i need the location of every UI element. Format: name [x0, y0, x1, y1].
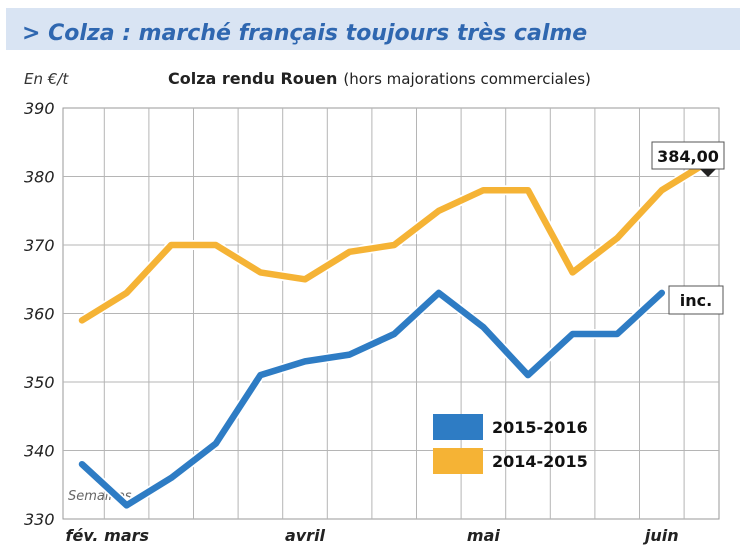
- y-axis-label: En €/t: [24, 70, 69, 88]
- legend-label-2014-2015: 2014-2015: [492, 452, 588, 471]
- legend-label-2015-2016: 2015-2016: [492, 418, 588, 437]
- y-tick-labels: 390 380 370 360 350 340 330: [24, 99, 55, 529]
- legend-swatch-2015-2016: [433, 414, 483, 440]
- legend: 2015-2016 2014-2015: [433, 414, 588, 474]
- chart-title-main: Colza rendu Rouen: [168, 69, 337, 88]
- x-tick-labels: fév. mars avril mai juin: [65, 526, 678, 545]
- series-line-2014-2015: [78, 159, 710, 324]
- y-tick-label: 330: [24, 510, 55, 529]
- x-tick-label: juin: [642, 526, 679, 545]
- series-lines: [77, 157, 712, 511]
- annotation-box-2014-2015: [651, 141, 725, 170]
- annotation-text-2015-2016: inc.: [680, 291, 712, 310]
- annotation-text-2014-2015: 384,00: [657, 147, 719, 166]
- y-tick-label: 350: [24, 373, 55, 392]
- series-line-2015-2016: [78, 289, 666, 509]
- y-tick-label: 360: [24, 305, 55, 324]
- legend-swatch-2014-2015: [433, 448, 483, 474]
- title-bar: > Colza : marché français toujours très …: [6, 8, 740, 50]
- x-tick-label: fév.: [65, 526, 98, 545]
- annotation-last-2015-2016: inc.: [668, 285, 724, 315]
- annotation-box-2015-2016: [668, 285, 724, 315]
- chart-headline: > Colza : marché français toujours très …: [22, 21, 588, 46]
- annotation-pointer-2014-2015: [700, 169, 716, 177]
- chart-title: Colza rendu Rouen (hors majorations comme…: [168, 69, 591, 88]
- x-tick-label: mai: [467, 526, 500, 545]
- x-tick-label: avril: [285, 526, 326, 545]
- y-tick-label: 370: [24, 236, 55, 255]
- y-tick-label: 380: [24, 168, 55, 187]
- y-tick-label: 340: [24, 442, 55, 461]
- y-tick-label: 390: [24, 99, 55, 118]
- chart-subtitle: (hors majorations commerciales): [343, 70, 591, 88]
- annotation-last-2014-2015: 384,00: [651, 141, 725, 177]
- x-tick-label: mars: [104, 526, 149, 545]
